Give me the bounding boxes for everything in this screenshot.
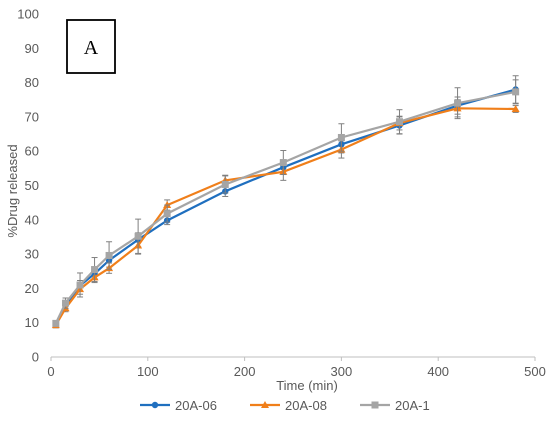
- legend-marker: [151, 401, 159, 409]
- series-layer: [51, 75, 520, 329]
- y-tick-label: 20: [25, 281, 39, 296]
- legend-item: 20A-1: [360, 398, 430, 413]
- x-tick-label: 400: [427, 364, 449, 379]
- data-point: [511, 105, 520, 113]
- y-axis-title: %Drug released: [5, 144, 20, 237]
- legend-label: 20A-08: [285, 398, 327, 413]
- series-line: [54, 88, 516, 325]
- y-tick-label: 60: [25, 144, 39, 159]
- data-point: [91, 266, 99, 274]
- legend-item: 20A-06: [140, 398, 217, 413]
- series-line: [54, 90, 516, 324]
- y-tick-label: 30: [25, 247, 39, 262]
- y-tick-label: 40: [25, 212, 39, 227]
- data-point: [105, 251, 113, 259]
- x-tick-label: 200: [234, 364, 256, 379]
- panel-label: A: [84, 37, 99, 59]
- data-point: [454, 99, 462, 107]
- y-tick-label: 100: [17, 7, 39, 22]
- x-tick-label: 100: [137, 364, 159, 379]
- panel-label-frame: [66, 19, 116, 74]
- x-tick-label: 300: [331, 364, 353, 379]
- legend-label: 20A-1: [395, 398, 430, 413]
- legend-item: 20A-08: [250, 398, 327, 413]
- legend-marker: [261, 401, 269, 408]
- series-20A-08: [51, 99, 520, 329]
- data-point: [512, 88, 520, 96]
- data-point: [76, 281, 84, 289]
- series-20A-1: [52, 79, 520, 327]
- y-tick-label: 70: [25, 109, 39, 124]
- axes-layer: 0 100 200 300 400 500 0 10 20 30 40 50 60 70 80 90 100: [17, 7, 546, 380]
- data-point: [221, 180, 229, 188]
- legend: 20A-06 20A-08 20A-1: [140, 398, 430, 413]
- y-tick-label: 50: [25, 178, 39, 193]
- data-point: [395, 118, 403, 126]
- y-tick-label: 0: [32, 350, 39, 365]
- y-tick-label: 10: [25, 315, 39, 330]
- panel-label-box: A: [66, 19, 116, 74]
- data-point: [163, 210, 171, 218]
- data-point: [279, 159, 287, 167]
- data-point: [337, 133, 345, 141]
- y-tick-label: 80: [25, 75, 39, 90]
- legend-label: 20A-06: [175, 398, 217, 413]
- legend-marker: [371, 401, 379, 409]
- y-tick-label: 90: [25, 41, 39, 56]
- data-point: [62, 299, 70, 307]
- x-tick-label: 500: [524, 364, 546, 379]
- series-line: [54, 107, 516, 326]
- data-point: [52, 319, 60, 327]
- series-20A-06: [52, 75, 519, 328]
- data-point: [134, 232, 142, 240]
- x-axis-title: Time (min): [276, 378, 338, 393]
- x-tick-label: 0: [47, 364, 54, 379]
